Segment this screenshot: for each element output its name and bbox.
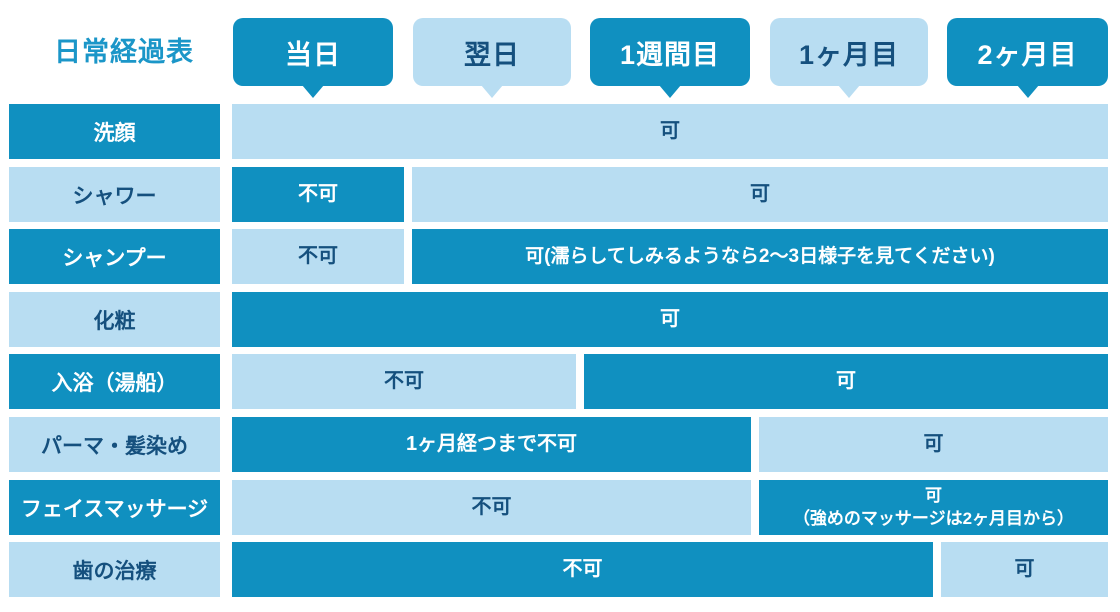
row-label: パーマ・髪染め — [9, 417, 220, 472]
segment-text: 可 — [1014, 558, 1035, 580]
tab-pointer-icon — [659, 85, 681, 98]
timeline-tab-label: 当日 — [285, 39, 341, 70]
segment-text: 不可 — [298, 183, 338, 205]
segment-text: 可 — [923, 433, 944, 455]
timeline-segment: 可 — [232, 292, 1108, 347]
timeline-segment: 可 — [941, 542, 1108, 597]
timeline-segment: 可 — [759, 417, 1108, 472]
segment-text: 可 — [750, 183, 770, 205]
tab-pointer-icon — [1016, 85, 1039, 98]
timeline-segment: 可 — [232, 104, 1108, 159]
timeline-tab-label: 翌日 — [464, 39, 520, 70]
segment-subtext: （強めのマッサージは2ヶ月目から） — [792, 508, 1075, 528]
timeline-segment: 不可 — [232, 480, 751, 535]
segment-text: 可(濡らしてしみるようなら2〜3日様子を見てください) — [525, 245, 995, 267]
page-title: 日常経過表 — [54, 37, 194, 67]
segment-text: 不可 — [298, 245, 338, 267]
timeline-tab: 1ヶ月目 — [770, 18, 928, 98]
timeline-segment: 1ヶ月経つまで不可 — [232, 417, 751, 472]
row-label: シャンプー — [9, 229, 220, 284]
segment-text: 可 — [660, 308, 680, 330]
row-label: 歯の治療 — [9, 542, 220, 597]
tab-pointer-icon — [838, 85, 860, 98]
row-label: フェイスマッサージ — [9, 480, 220, 535]
timeline-segment: 不可 — [232, 354, 576, 409]
segment-text: 不可 — [471, 496, 512, 518]
timeline-segment: 不可 — [232, 229, 404, 284]
timeline-segment: 可（強めのマッサージは2ヶ月目から） — [759, 480, 1108, 535]
timeline-tab-label: 2ヶ月目 — [977, 39, 1078, 70]
segment-text: 不可 — [562, 558, 603, 580]
timeline-tab: 翌日 — [413, 18, 571, 98]
tab-pointer-icon — [302, 85, 324, 98]
timeline-tab: 当日 — [233, 18, 393, 98]
timeline-segment: 可 — [412, 167, 1108, 222]
timeline-tab: 1週間目 — [590, 18, 750, 98]
row-label: シャワー — [9, 167, 220, 222]
timeline-segment: 可 — [584, 354, 1108, 409]
tab-pointer-icon — [481, 85, 503, 98]
segment-text: 可 — [925, 486, 942, 506]
timeline-segment: 不可 — [232, 542, 933, 597]
row-label: 入浴（湯船） — [9, 354, 220, 409]
timeline-tab: 2ヶ月目 — [947, 18, 1108, 98]
timeline-tab-label: 1ヶ月目 — [798, 39, 900, 70]
segment-text: 可 — [836, 370, 856, 392]
row-label: 洗顔 — [9, 104, 220, 159]
timeline-segment: 不可 — [232, 167, 404, 222]
segment-text: 1ヶ月経つまで不可 — [405, 433, 578, 455]
timeline-segment: 可(濡らしてしみるようなら2〜3日様子を見てください) — [412, 229, 1108, 284]
segment-text: 可 — [660, 120, 680, 142]
timeline-tab-label: 1週間目 — [619, 39, 721, 70]
row-label: 化粧 — [9, 292, 220, 347]
segment-text: 不可 — [384, 370, 424, 392]
